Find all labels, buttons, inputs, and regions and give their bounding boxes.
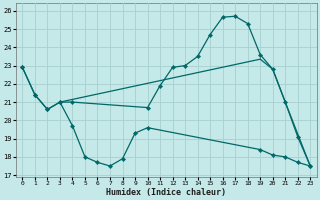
X-axis label: Humidex (Indice chaleur): Humidex (Indice chaleur): [106, 188, 226, 197]
